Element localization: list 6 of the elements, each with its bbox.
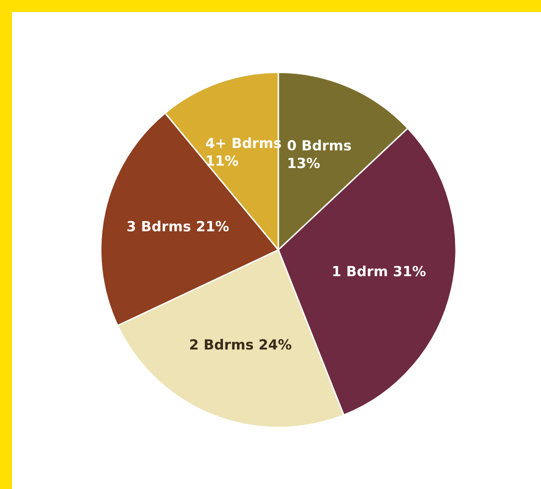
- slice-label: 3 Bdrms 21%: [127, 220, 229, 232]
- slice-label: 1 Bdrm 31%: [333, 266, 426, 276]
- slice-label: 0 Bdrms: [288, 140, 351, 151]
- data-label: 13%: [288, 158, 320, 168]
- slice-label: 2 Bdrms 24%: [190, 338, 292, 350]
- data-label: 11%: [206, 155, 238, 166]
